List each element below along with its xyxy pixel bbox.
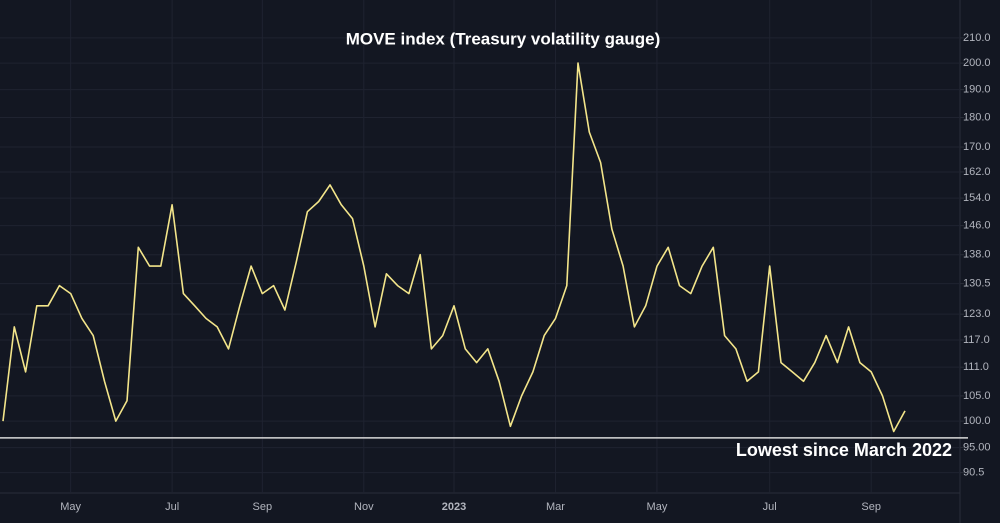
y-tick-label: 210.0 bbox=[963, 32, 991, 44]
x-tick-label: May bbox=[647, 501, 668, 513]
x-tick-label: Jul bbox=[165, 501, 179, 513]
x-tick-label: May bbox=[60, 501, 81, 513]
x-tick-label: Sep bbox=[253, 501, 273, 513]
x-tick-label: Nov bbox=[354, 501, 374, 513]
y-tick-label: 146.0 bbox=[963, 220, 991, 232]
x-tick-label: Sep bbox=[861, 501, 881, 513]
y-tick-label: 138.0 bbox=[963, 249, 991, 261]
y-tick-label: 111.0 bbox=[963, 361, 989, 373]
y-tick-label: 95.00 bbox=[963, 441, 991, 453]
y-tick-label: 170.0 bbox=[963, 141, 991, 153]
annotation: Lowest since March 2022 bbox=[736, 440, 952, 460]
y-tick-label: 200.0 bbox=[963, 57, 991, 69]
y-tick-label: 180.0 bbox=[963, 111, 991, 123]
chart-title: MOVE index (Treasury volatility gauge) bbox=[346, 29, 661, 48]
x-tick-label: 2023 bbox=[442, 501, 466, 513]
y-tick-label: 154.0 bbox=[963, 192, 991, 204]
x-tick-label: Mar bbox=[546, 501, 565, 513]
x-tick-label: Jul bbox=[763, 501, 777, 513]
y-tick-label: 105.0 bbox=[963, 390, 991, 402]
data-line bbox=[2, 62, 906, 433]
y-tick-label: 117.0 bbox=[963, 334, 990, 346]
y-tick-label: 190.0 bbox=[963, 84, 991, 96]
y-tick-label: 100.0 bbox=[963, 415, 991, 427]
y-tick-label: 90.5 bbox=[963, 467, 984, 479]
y-tick-label: 130.5 bbox=[963, 278, 991, 290]
y-tick-label: 123.0 bbox=[963, 308, 991, 320]
y-tick-label: 162.0 bbox=[963, 166, 991, 178]
